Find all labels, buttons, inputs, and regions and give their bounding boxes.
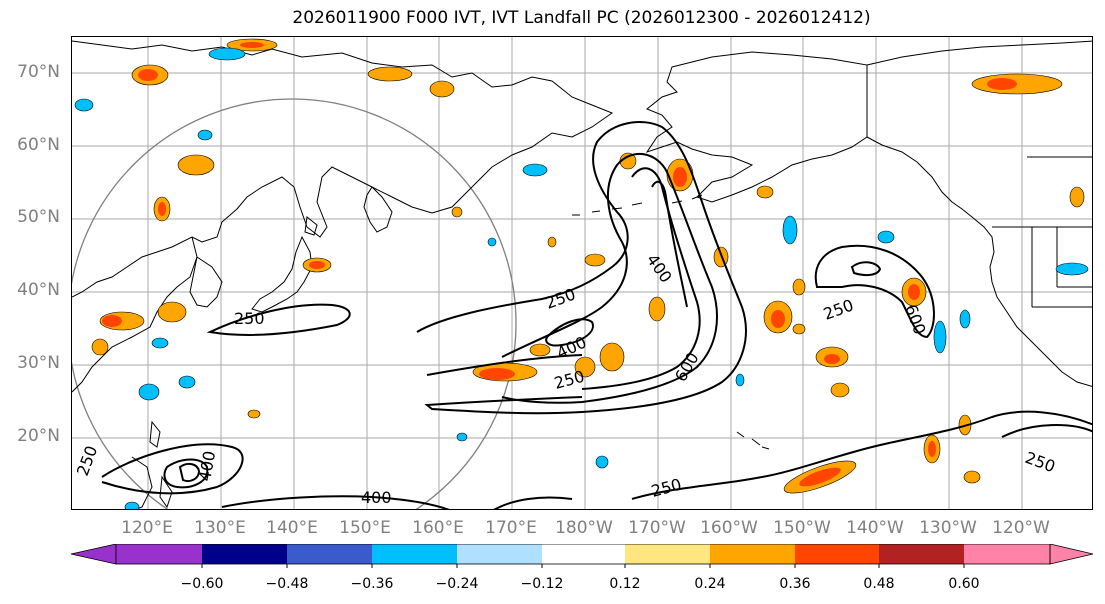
contour-label-250-e: 250 [649, 475, 683, 501]
contour-label-400-d: 400 [195, 449, 219, 482]
colorbar-tick-pos012: 0.12 [609, 576, 641, 592]
colorbar-swatch-2 [287, 544, 372, 564]
colorbar-tick-pos036: 0.36 [779, 576, 811, 592]
colorbar [70, 544, 1094, 568]
positive-anomalies [91, 38, 1085, 494]
map-canvas: 250 250 250 250 250 250 400 400 400 400 … [72, 37, 1092, 509]
colorbar-extend-low [70, 544, 117, 565]
map-panel: 250 250 250 250 250 250 400 400 400 400 … [71, 36, 1093, 510]
lon-label-150w: 150°W [773, 518, 831, 538]
lon-label-170e: 170°E [485, 518, 537, 538]
contour-label-250-f: 250 [1023, 448, 1058, 476]
colorbar-outline [115, 544, 1051, 565]
lon-label-130e: 130°E [194, 518, 246, 538]
contour-label-250-g: 250 [73, 443, 101, 478]
colorbar-swatch-6 [625, 544, 710, 564]
colorbar-swatch-0 [116, 544, 202, 564]
lon-label-120w: 120°W [992, 518, 1050, 538]
range-circle [72, 98, 517, 509]
colorbar-tick-neg060: −0.60 [180, 576, 224, 592]
lon-label-140e: 140°E [266, 518, 318, 538]
contour-label-600-b: 600 [901, 302, 929, 337]
colorbar-tick-neg036: −0.36 [350, 576, 394, 592]
coastlines [72, 40, 1092, 509]
lon-label-160w: 160°W [700, 518, 758, 538]
lon-label-120e: 120°E [121, 518, 173, 538]
contour-label-250-b: 250 [543, 284, 578, 312]
colorbar-swatch-4 [457, 544, 542, 564]
lat-label-20n: 20°N [17, 426, 60, 446]
contour-label-400-c: 400 [361, 488, 392, 507]
lon-label-130w: 130°W [919, 518, 977, 538]
colorbar-swatch-5 [542, 544, 625, 564]
contour-label-250-c: 250 [552, 367, 586, 393]
colorbar-swatch-8 [795, 544, 879, 564]
map-title: 2026011900 F000 IVT, IVT Landfall PC (20… [292, 8, 871, 28]
colorbar-tick-neg048: −0.48 [265, 576, 309, 592]
colorbar-tick-pos048: 0.48 [863, 576, 895, 592]
gridlines [72, 37, 1092, 509]
lat-label-40n: 40°N [17, 280, 60, 300]
lat-label-70n: 70°N [17, 62, 60, 82]
contour-label-250-d: 250 [821, 295, 856, 323]
colorbar-tick-neg012: −0.12 [520, 576, 564, 592]
colorbar-tick-pos060: 0.60 [948, 576, 980, 592]
lat-label-30n: 30°N [17, 353, 60, 373]
negative-anomalies [74, 47, 1089, 509]
colorbar-tick-marks [201, 564, 965, 568]
lon-label-180w: 180°W [555, 518, 613, 538]
colorbar-swatch-9 [879, 544, 964, 564]
lat-label-50n: 50°N [17, 207, 60, 227]
colorbar-swatch-3 [372, 544, 457, 564]
lon-label-140w: 140°W [846, 518, 904, 538]
colorbar-swatch-10 [964, 544, 1050, 564]
colorbar-extend-high [1049, 544, 1094, 565]
contour-label-250-a: 250 [234, 309, 265, 328]
ivt-contours [101, 121, 1092, 509]
contour-label-400-b: 400 [643, 250, 676, 286]
colorbar-tick-pos024: 0.24 [694, 576, 726, 592]
lon-label-170w: 170°W [628, 518, 686, 538]
lon-label-150e: 150°E [339, 518, 391, 538]
colorbar-tick-neg024: −0.24 [435, 576, 479, 592]
colorbar-swatch-7 [710, 544, 795, 564]
lon-label-160e: 160°E [412, 518, 464, 538]
colorbar-swatch-1 [202, 544, 287, 564]
lat-label-60n: 60°N [17, 135, 60, 155]
